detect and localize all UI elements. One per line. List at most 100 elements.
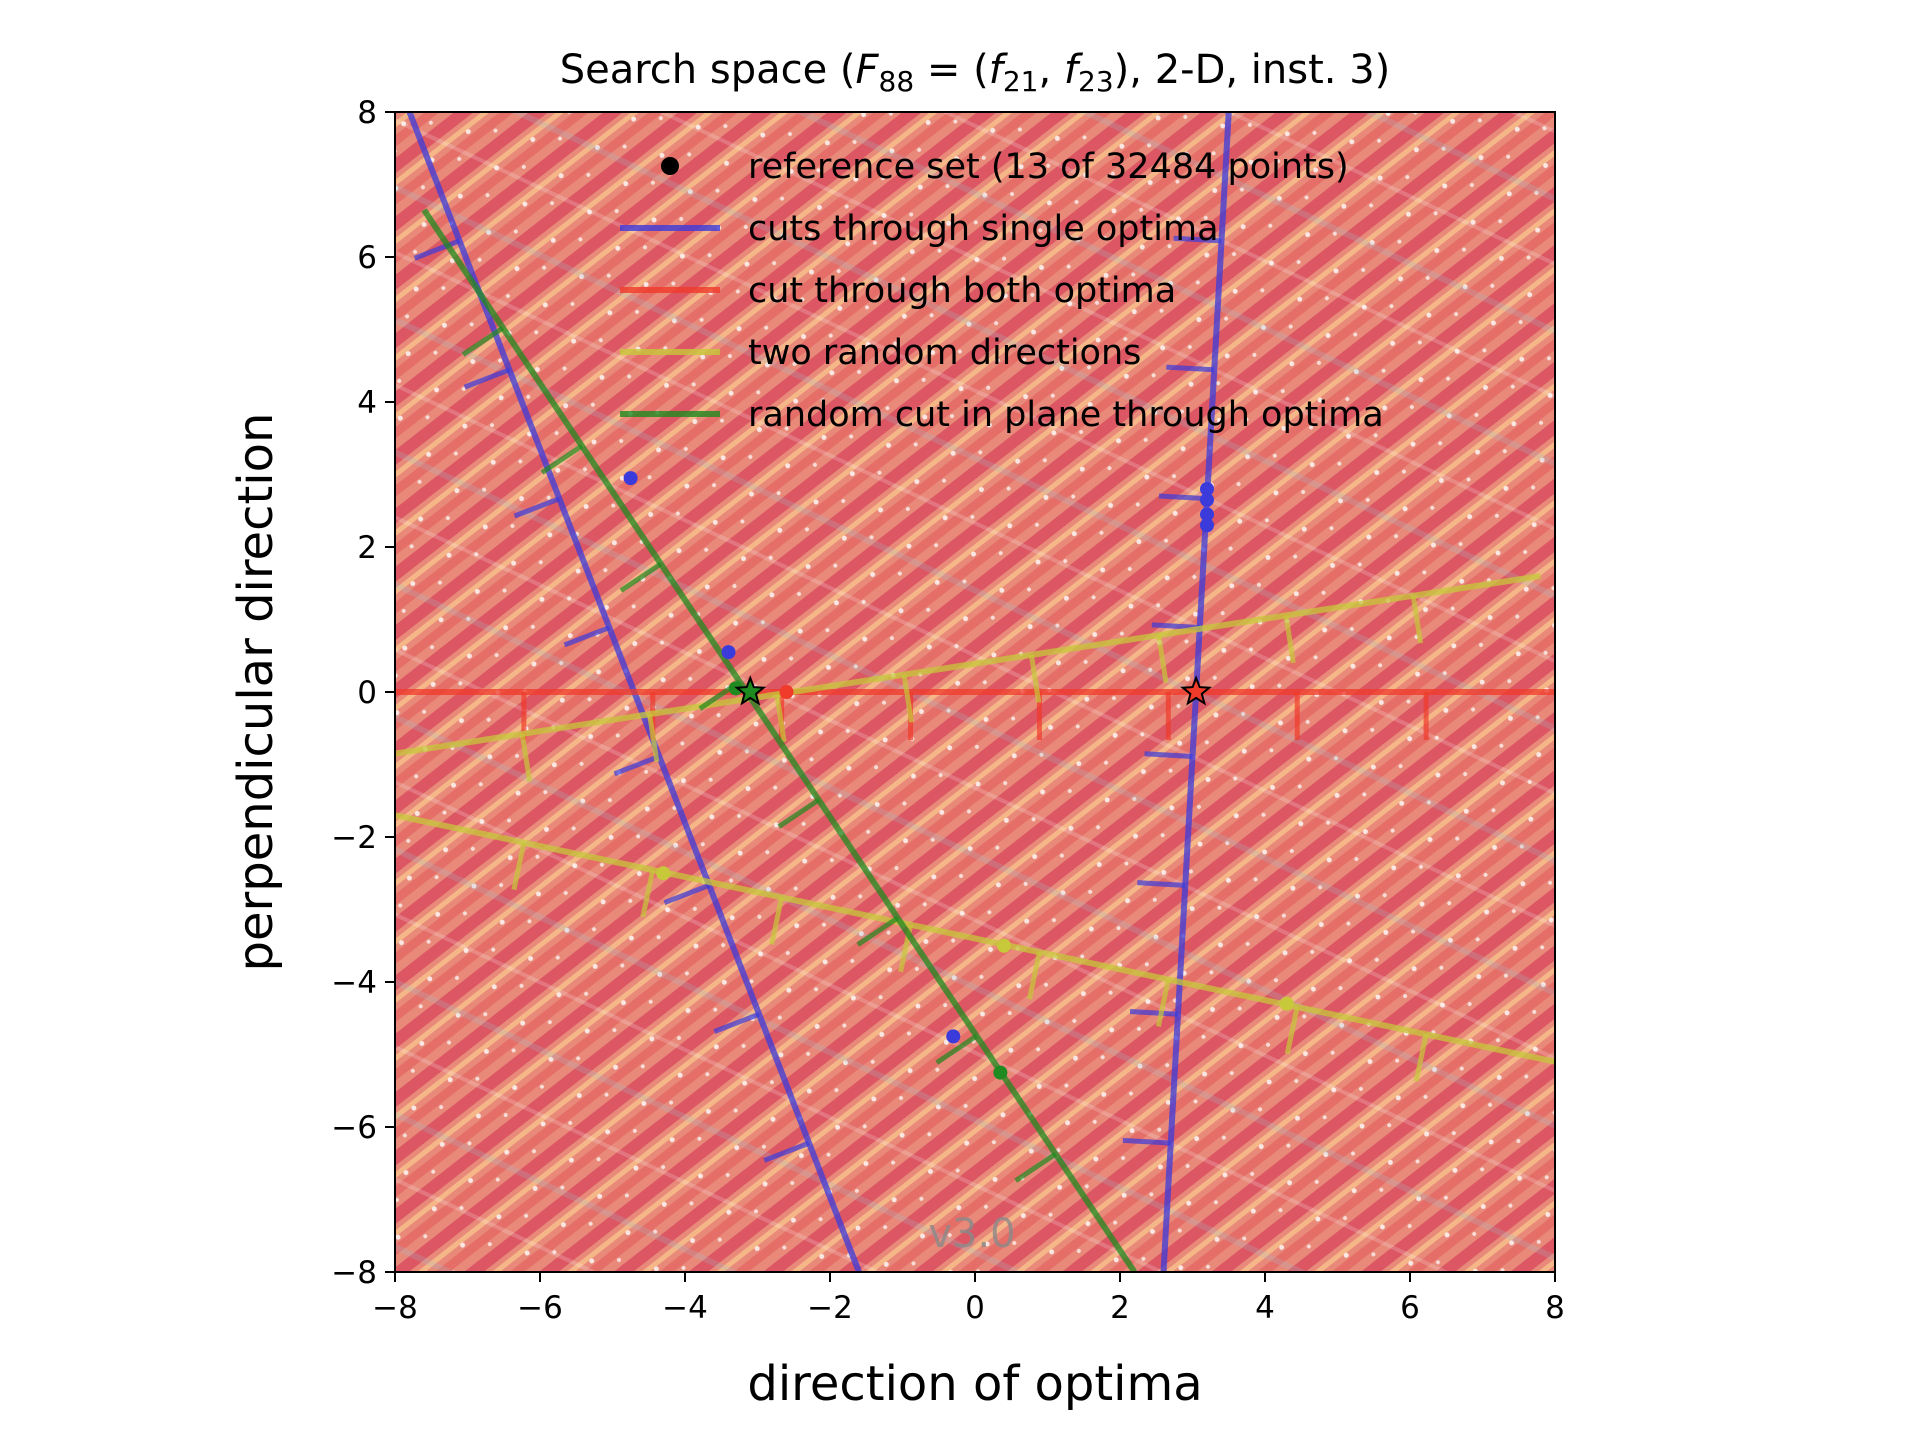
reference-point — [1200, 492, 1214, 507]
y-axis-ticks: −8 −6 −4 −2 0 2 4 6 8 — [331, 95, 395, 1291]
series-hatch — [935, 1033, 979, 1065]
title-f-subscript: 88 — [879, 65, 915, 98]
series-hatch — [1155, 979, 1171, 1028]
series-hatch — [769, 896, 785, 945]
series-hatch — [461, 325, 505, 357]
reference-point — [1200, 518, 1214, 533]
series-hatch — [856, 915, 900, 947]
y-tick-label: −6 — [331, 1110, 377, 1146]
x-tick-label: 2 — [1110, 1290, 1130, 1326]
series-5 — [421, 208, 1137, 1272]
y-tick-label: −2 — [331, 820, 377, 856]
legend-entry: cuts through single optima — [620, 209, 1219, 249]
title-prefix: Search space ( — [560, 47, 856, 93]
title-f1-subscript: 21 — [1003, 65, 1039, 98]
series-hatch — [1173, 235, 1222, 244]
series-hatch — [1014, 1151, 1057, 1183]
watermark-text: v3.0 — [928, 1211, 1015, 1257]
series-hatch — [901, 674, 914, 723]
reference-point — [1279, 996, 1294, 1011]
legend-entry: two random directions — [620, 333, 1141, 373]
reference-point — [779, 685, 794, 699]
series-hatch — [1410, 595, 1424, 644]
x-axis-label: direction of optima — [747, 1356, 1202, 1412]
y-tick-label: 2 — [357, 530, 377, 566]
y-tick-label: 6 — [357, 240, 377, 276]
series-hatch — [1137, 880, 1186, 888]
x-tick-label: 8 — [1545, 1290, 1565, 1326]
series-line — [395, 812, 1555, 1065]
legend-entry: random cut in plane through optima — [620, 395, 1384, 435]
series-hatch — [1144, 751, 1193, 759]
series-hatch — [1166, 364, 1215, 373]
series-hatch — [647, 713, 660, 762]
title-suffix: ), 2-D, inst. 3) — [1114, 47, 1391, 93]
reference-point — [623, 471, 638, 486]
series-hatch — [1413, 1033, 1429, 1082]
legend-entry: cut through both optima — [620, 271, 1176, 311]
reference-point — [728, 681, 743, 696]
y-tick-label: 0 — [357, 675, 377, 711]
series-hatch — [511, 842, 527, 891]
x-tick-label: −4 — [662, 1290, 708, 1326]
legend-label: reference set (13 of 32484 points) — [748, 147, 1349, 187]
reference-point — [1200, 507, 1214, 522]
title-f2-subscript: 23 — [1078, 65, 1114, 98]
series-hatch — [1122, 1137, 1171, 1146]
reference-point — [997, 938, 1011, 953]
x-tick-label: −8 — [372, 1290, 418, 1326]
reference-point — [946, 1029, 961, 1044]
reference-point — [1200, 482, 1214, 496]
series-2 — [395, 689, 1555, 740]
series-hatch — [619, 561, 663, 593]
x-tick-label: 0 — [965, 1290, 985, 1326]
legend-marker — [661, 157, 679, 175]
legend-label: cuts through single optima — [748, 209, 1219, 249]
optimum-star — [1180, 675, 1213, 706]
series-hatch — [1158, 493, 1208, 502]
legend-label: cut through both optima — [748, 271, 1176, 311]
title-f-symbol: F — [856, 47, 880, 93]
series-4 — [395, 812, 1555, 1082]
title-equals: = ( — [914, 47, 989, 93]
optimum-star — [734, 675, 767, 706]
series-hatch — [1284, 1006, 1300, 1055]
y-tick-label: 8 — [357, 95, 377, 131]
series-hatch — [713, 1011, 761, 1034]
legend: reference set (13 of 32484 points) cuts t… — [620, 147, 1384, 435]
series-hatch — [563, 625, 611, 648]
series-hatch — [613, 754, 661, 777]
x-axis-ticks: −8 −6 −4 −2 0 2 4 6 8 — [372, 1272, 1565, 1326]
reference-point — [656, 866, 671, 881]
series-hatch — [519, 733, 533, 782]
series-hatch — [1129, 1009, 1179, 1017]
legend-entry: reference set (13 of 32484 points) — [661, 147, 1349, 187]
data-marks — [395, 112, 1555, 1272]
series-hatch — [413, 238, 461, 261]
series-hatch — [1283, 615, 1296, 664]
legend-label: random cut in plane through optima — [748, 395, 1384, 435]
y-tick-label: −8 — [331, 1255, 377, 1291]
title-separator: , — [1038, 47, 1063, 93]
series-hatch — [1027, 951, 1042, 1000]
x-tick-label: 6 — [1400, 1290, 1420, 1326]
series-hatch — [777, 797, 821, 829]
series-line — [395, 573, 1541, 757]
reference-point — [993, 1065, 1008, 1080]
chart-title: Search space (F88 = (f21, f23), 2-D, ins… — [560, 47, 1391, 98]
reference-point — [721, 645, 736, 660]
y-axis-label: perpendicular direction — [228, 413, 284, 972]
y-tick-label: 4 — [357, 385, 377, 421]
series-hatch — [763, 1140, 810, 1163]
x-tick-label: 4 — [1255, 1290, 1275, 1326]
series-line — [421, 208, 1137, 1272]
series-hatch — [540, 443, 584, 475]
series-hatch — [513, 496, 561, 519]
series-hatch — [640, 869, 656, 918]
series-3 — [395, 573, 1541, 782]
x-tick-label: −2 — [807, 1290, 853, 1326]
series-hatch — [663, 883, 711, 906]
x-tick-label: −6 — [517, 1290, 563, 1326]
series-hatch — [774, 694, 787, 743]
